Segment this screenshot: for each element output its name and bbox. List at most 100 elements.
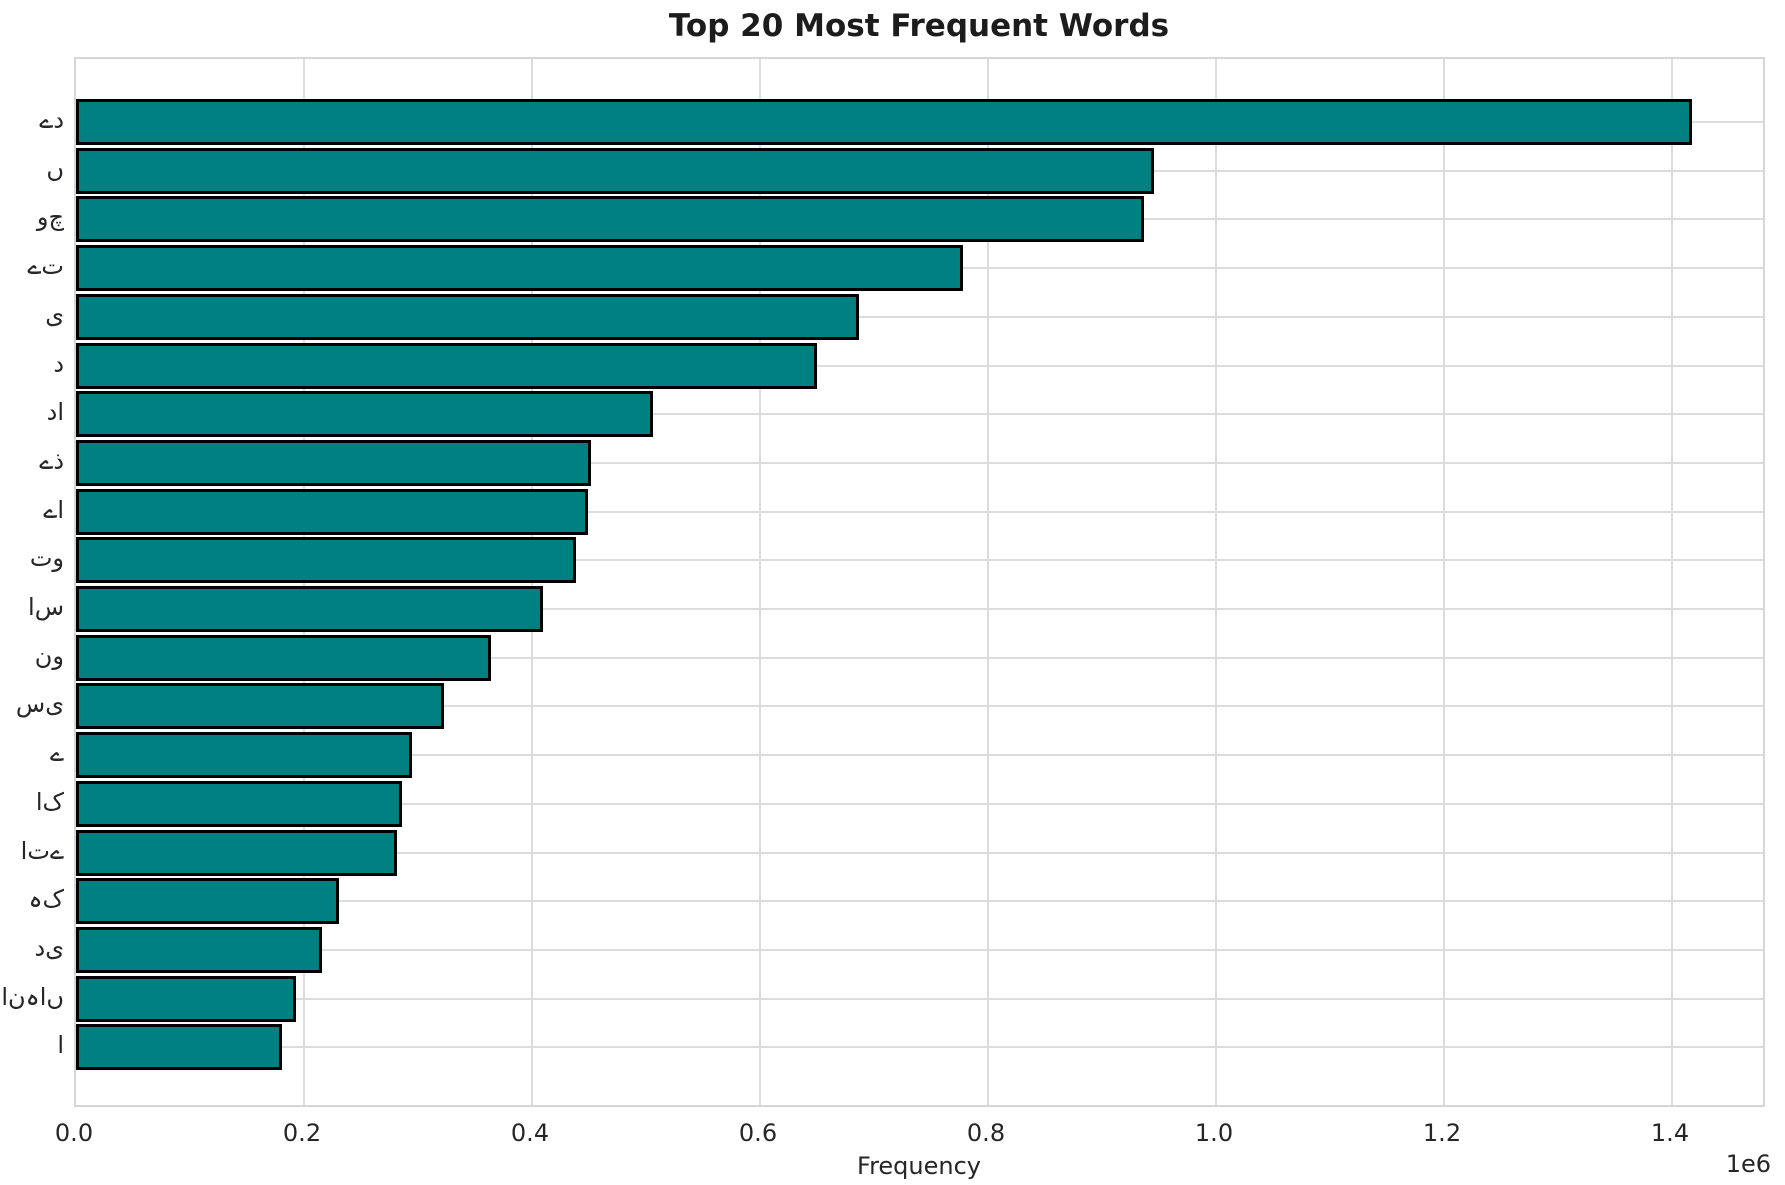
bar <box>76 99 1692 145</box>
x-tick-label: 0.4 <box>510 1119 550 1147</box>
glyph: ا <box>1 982 9 1011</box>
glyph: ے <box>43 495 58 524</box>
bar <box>76 829 397 876</box>
y-tick-label: ا <box>0 1022 64 1068</box>
bar <box>76 780 402 827</box>
axis-offset-multiplier: 1e6 <box>1725 1150 1771 1178</box>
bar <box>76 975 296 1022</box>
horizontal-gridline <box>76 656 1763 659</box>
x-tick-label: 1.4 <box>1650 1119 1690 1147</box>
glyph: ا <box>57 495 64 524</box>
horizontal-gridline <box>76 510 1763 513</box>
horizontal-gridline <box>76 315 1763 318</box>
x-tick-label: 0.8 <box>966 1119 1006 1147</box>
glyph: ا <box>20 836 28 865</box>
vertical-gridline <box>1671 59 1673 1105</box>
y-tick-label: ں <box>0 146 64 192</box>
bar <box>76 537 576 584</box>
glyph: ت <box>29 544 53 573</box>
horizontal-gridline <box>76 413 1763 416</box>
bar <box>76 1024 282 1071</box>
vertical-gridline <box>1443 59 1445 1105</box>
glyph: و <box>52 544 64 573</box>
glyph: ک <box>42 885 64 914</box>
glyph: س <box>15 690 46 719</box>
glyph: ا <box>57 1031 64 1060</box>
glyph: ا <box>35 787 43 816</box>
x-tick-label: 0.6 <box>738 1119 778 1147</box>
x-axis-label: Frequency <box>857 1152 981 1180</box>
glyph: ں <box>46 154 64 183</box>
vertical-gridline <box>759 59 761 1105</box>
glyph: د <box>53 106 64 134</box>
glyph: س <box>34 593 64 621</box>
y-tick-label: ی <box>0 292 64 338</box>
glyph: ن <box>8 982 26 1011</box>
glyph: ہ <box>28 885 43 914</box>
bar <box>76 586 543 632</box>
y-tick-label: ے <box>0 730 64 776</box>
glyph: ے <box>27 252 42 281</box>
glyph: و <box>36 203 49 232</box>
x-tick-label: 1.2 <box>1422 1119 1462 1147</box>
horizontal-gridline <box>76 1046 1763 1049</box>
glyph: د <box>34 933 46 962</box>
bar <box>76 196 1144 243</box>
bar <box>76 293 859 340</box>
glyph: ت <box>27 836 50 865</box>
glyph: ے <box>39 106 54 134</box>
horizontal-gridline <box>76 900 1763 903</box>
x-tick-label: 0.2 <box>282 1119 322 1147</box>
glyph: ی <box>45 933 64 962</box>
glyph: ا <box>57 398 64 427</box>
glyph: ا <box>39 982 47 1011</box>
glyph: چ <box>48 203 65 232</box>
plot-area <box>74 57 1765 1107</box>
horizontal-gridline <box>76 851 1763 854</box>
glyph: ت <box>41 252 64 281</box>
glyph: د <box>46 398 58 427</box>
horizontal-gridline <box>76 948 1763 951</box>
bar <box>76 488 588 535</box>
bar <box>76 245 963 292</box>
glyph: ہ <box>25 982 40 1011</box>
glyph: د <box>53 349 64 378</box>
bar <box>76 683 444 730</box>
glyph: ی <box>45 690 64 719</box>
vertical-gridline <box>987 59 989 1105</box>
bar <box>76 732 412 779</box>
bar <box>76 439 591 486</box>
horizontal-gridline <box>76 608 1763 610</box>
glyph: ذ <box>53 446 64 475</box>
horizontal-gridline <box>76 997 1763 1000</box>
x-tick-label: 0.0 <box>54 1119 94 1147</box>
bar <box>76 391 653 438</box>
glyph: ا <box>28 593 35 621</box>
glyph: و <box>52 641 64 670</box>
x-tick-label: 1.0 <box>1194 1119 1234 1147</box>
bar <box>76 926 322 973</box>
bar <box>76 634 491 681</box>
glyph: ے <box>49 739 64 768</box>
glyph: ن <box>34 641 53 670</box>
glyph: ں <box>46 982 64 1011</box>
horizontal-gridline <box>76 461 1763 464</box>
bar <box>76 342 817 389</box>
horizontal-gridline <box>76 705 1763 708</box>
glyph: ے <box>49 836 64 865</box>
horizontal-gridline <box>76 364 1763 367</box>
